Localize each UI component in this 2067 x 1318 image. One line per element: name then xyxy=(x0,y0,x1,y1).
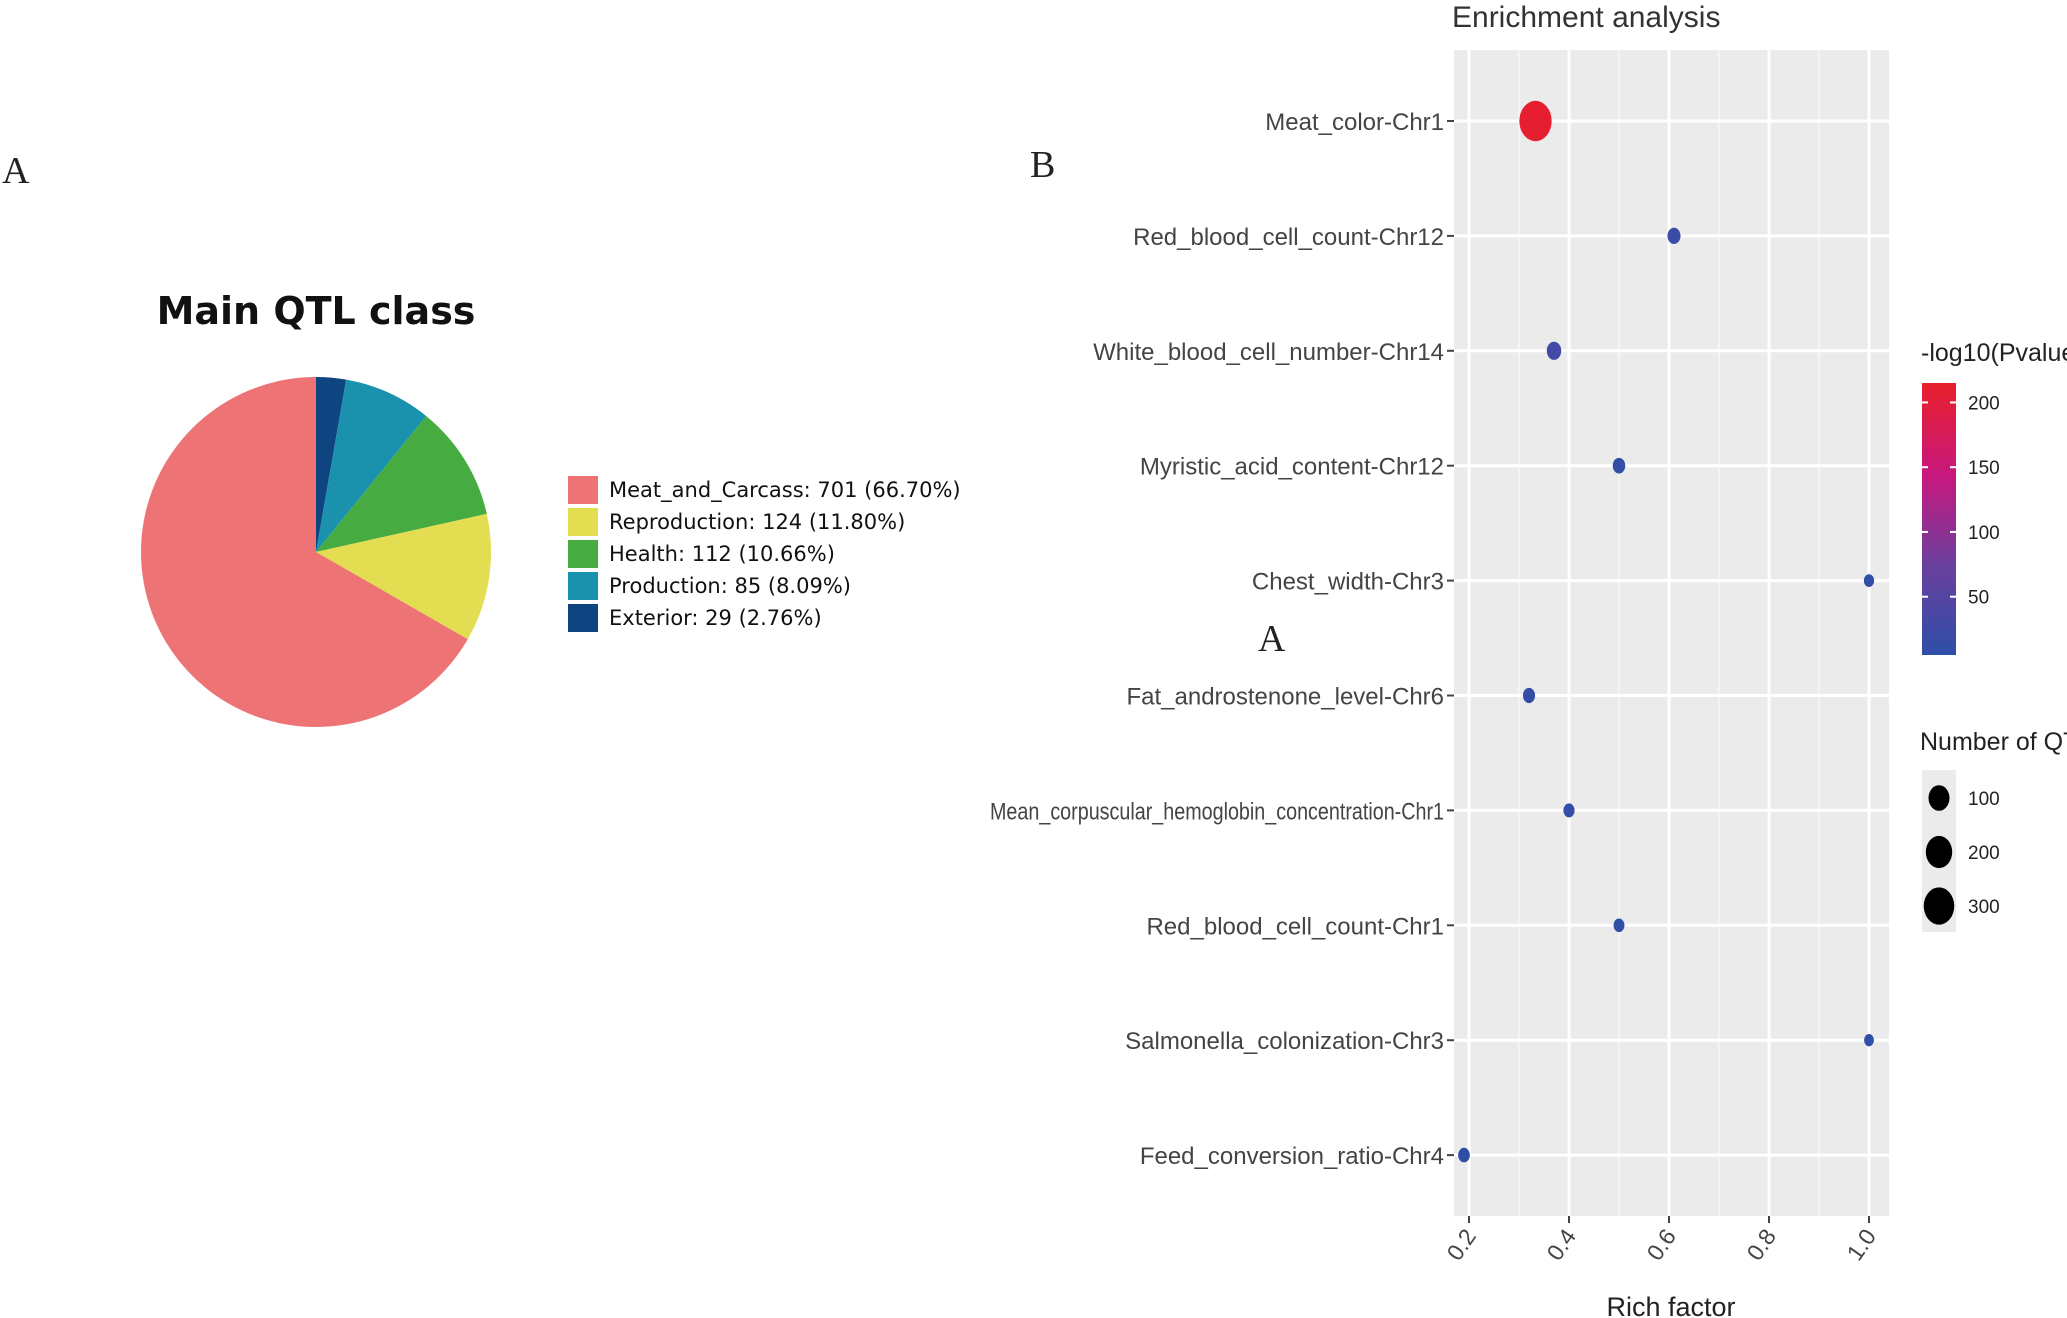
size-legend-title: Number of QTLs xyxy=(1920,728,2067,756)
legend-swatch-exterior xyxy=(568,604,598,632)
y-tick-label: Feed_conversion_ratio-Chr4 xyxy=(1140,1143,1444,1170)
size-legend-items: 100 200 300 xyxy=(1923,785,2000,925)
size-legend-dot xyxy=(1928,785,1950,811)
color-legend-title: -log10(Pvalue) xyxy=(1921,339,2067,367)
y-tick-label: Chest_width-Chr3 xyxy=(1252,569,1444,596)
dot-plot-title: Enrichment analysis xyxy=(1452,1,1720,34)
x-axis-title: Rich factor xyxy=(1606,1292,1735,1318)
pie-title: Main QTL class xyxy=(157,289,476,333)
legend-label-production: Production: 85 (8.09%) xyxy=(609,574,851,598)
data-point xyxy=(1522,687,1536,704)
dot-plot: Enrichment analysis Meat_color-Chr1 Red_b… xyxy=(990,1,2067,1318)
panel-label-b: B xyxy=(1030,144,1055,186)
color-legend-ticks: 50 100 150 200 xyxy=(1922,393,2000,609)
data-point xyxy=(1563,803,1575,818)
color-legend-bar xyxy=(1922,383,1956,655)
y-tick-label: Meat_color-Chr1 xyxy=(1265,109,1444,136)
color-legend-tick-label: 100 xyxy=(1968,523,2000,544)
data-point xyxy=(1612,457,1626,474)
pie-legend: Meat_and_Carcass: 701 (66.70%) Reproducti… xyxy=(568,476,961,632)
y-tick-label: White_blood_cell_number-Chr14 xyxy=(1093,339,1444,366)
legend-swatch-meat-and-carcass xyxy=(568,476,598,504)
data-point xyxy=(1667,227,1681,245)
x-tick-label: 0.6 xyxy=(1641,1224,1681,1265)
legend-swatch-production xyxy=(568,572,598,600)
x-axis-ticks: 0.2 0.4 0.6 0.8 1.0 xyxy=(1441,1216,1881,1265)
y-tick-label: Mean_corpuscular_hemoglobin_concentratio… xyxy=(990,798,1444,825)
pie-slice-reproduction xyxy=(316,513,491,640)
y-tick-label: Fat_androstenone_level-Chr6 xyxy=(1126,684,1444,711)
y-tick-label: Salmonella_colonization-Chr3 xyxy=(1125,1028,1444,1055)
color-legend-tick-label: 50 xyxy=(1968,588,1989,609)
color-legend-tick-label: 200 xyxy=(1968,393,2000,414)
x-tick-label: 0.2 xyxy=(1441,1224,1481,1265)
data-points xyxy=(1458,100,1875,1163)
y-tick-label: Red_blood_cell_count-Chr1 xyxy=(1146,913,1444,940)
panel-label-stray-a: A xyxy=(1258,618,1286,660)
x-tick-label: 0.4 xyxy=(1541,1224,1581,1265)
size-legend: Number of QTLs 100 200 300 xyxy=(1920,728,2067,932)
color-legend-tick-label: 150 xyxy=(1968,458,2000,479)
color-legend: -log10(Pvalue) 50 100 150 200 xyxy=(1921,339,2067,655)
data-point xyxy=(1546,341,1562,360)
grid-lines xyxy=(1454,50,1889,1216)
legend-swatch-health xyxy=(568,540,598,568)
x-tick-label: 1.0 xyxy=(1841,1224,1881,1265)
data-point xyxy=(1613,918,1625,933)
pie-slice-health xyxy=(316,416,487,552)
data-point xyxy=(1519,100,1552,142)
pie-slice-meat-and-carcass xyxy=(140,377,468,727)
y-axis-labels: Meat_color-Chr1 Red_blood_cell_count-Chr1… xyxy=(990,109,1454,1170)
size-legend-dot xyxy=(1923,887,1955,925)
size-legend-label: 200 xyxy=(1968,843,2000,864)
y-tick-label: Myristic_acid_content-Chr12 xyxy=(1140,454,1444,481)
legend-swatch-reproduction xyxy=(568,508,598,536)
size-legend-dot xyxy=(1925,835,1953,869)
size-legend-label: 100 xyxy=(1968,789,2000,810)
legend-label-health: Health: 112 (10.66%) xyxy=(609,542,835,566)
plot-panel xyxy=(1454,50,1889,1216)
data-point xyxy=(1863,574,1875,588)
data-point xyxy=(1458,1147,1470,1163)
pie-slice-production xyxy=(316,379,427,552)
size-legend-label: 300 xyxy=(1968,897,2000,918)
pie-slices xyxy=(140,377,491,727)
pie-slice-exterior xyxy=(316,377,347,552)
x-tick-label: 0.8 xyxy=(1741,1224,1781,1265)
legend-label-meat-and-carcass: Meat_and_Carcass: 701 (66.70%) xyxy=(609,478,961,503)
legend-label-reproduction: Reproduction: 124 (11.80%) xyxy=(609,510,905,534)
data-point xyxy=(1864,1034,1874,1047)
y-tick-label: Red_blood_cell_count-Chr12 xyxy=(1133,224,1444,251)
pie-chart: Main QTL class Meat_and_Carcass: 701 (66… xyxy=(140,289,961,727)
panel-label-a: A xyxy=(2,150,30,192)
legend-label-exterior: Exterior: 29 (2.76%) xyxy=(609,606,822,630)
